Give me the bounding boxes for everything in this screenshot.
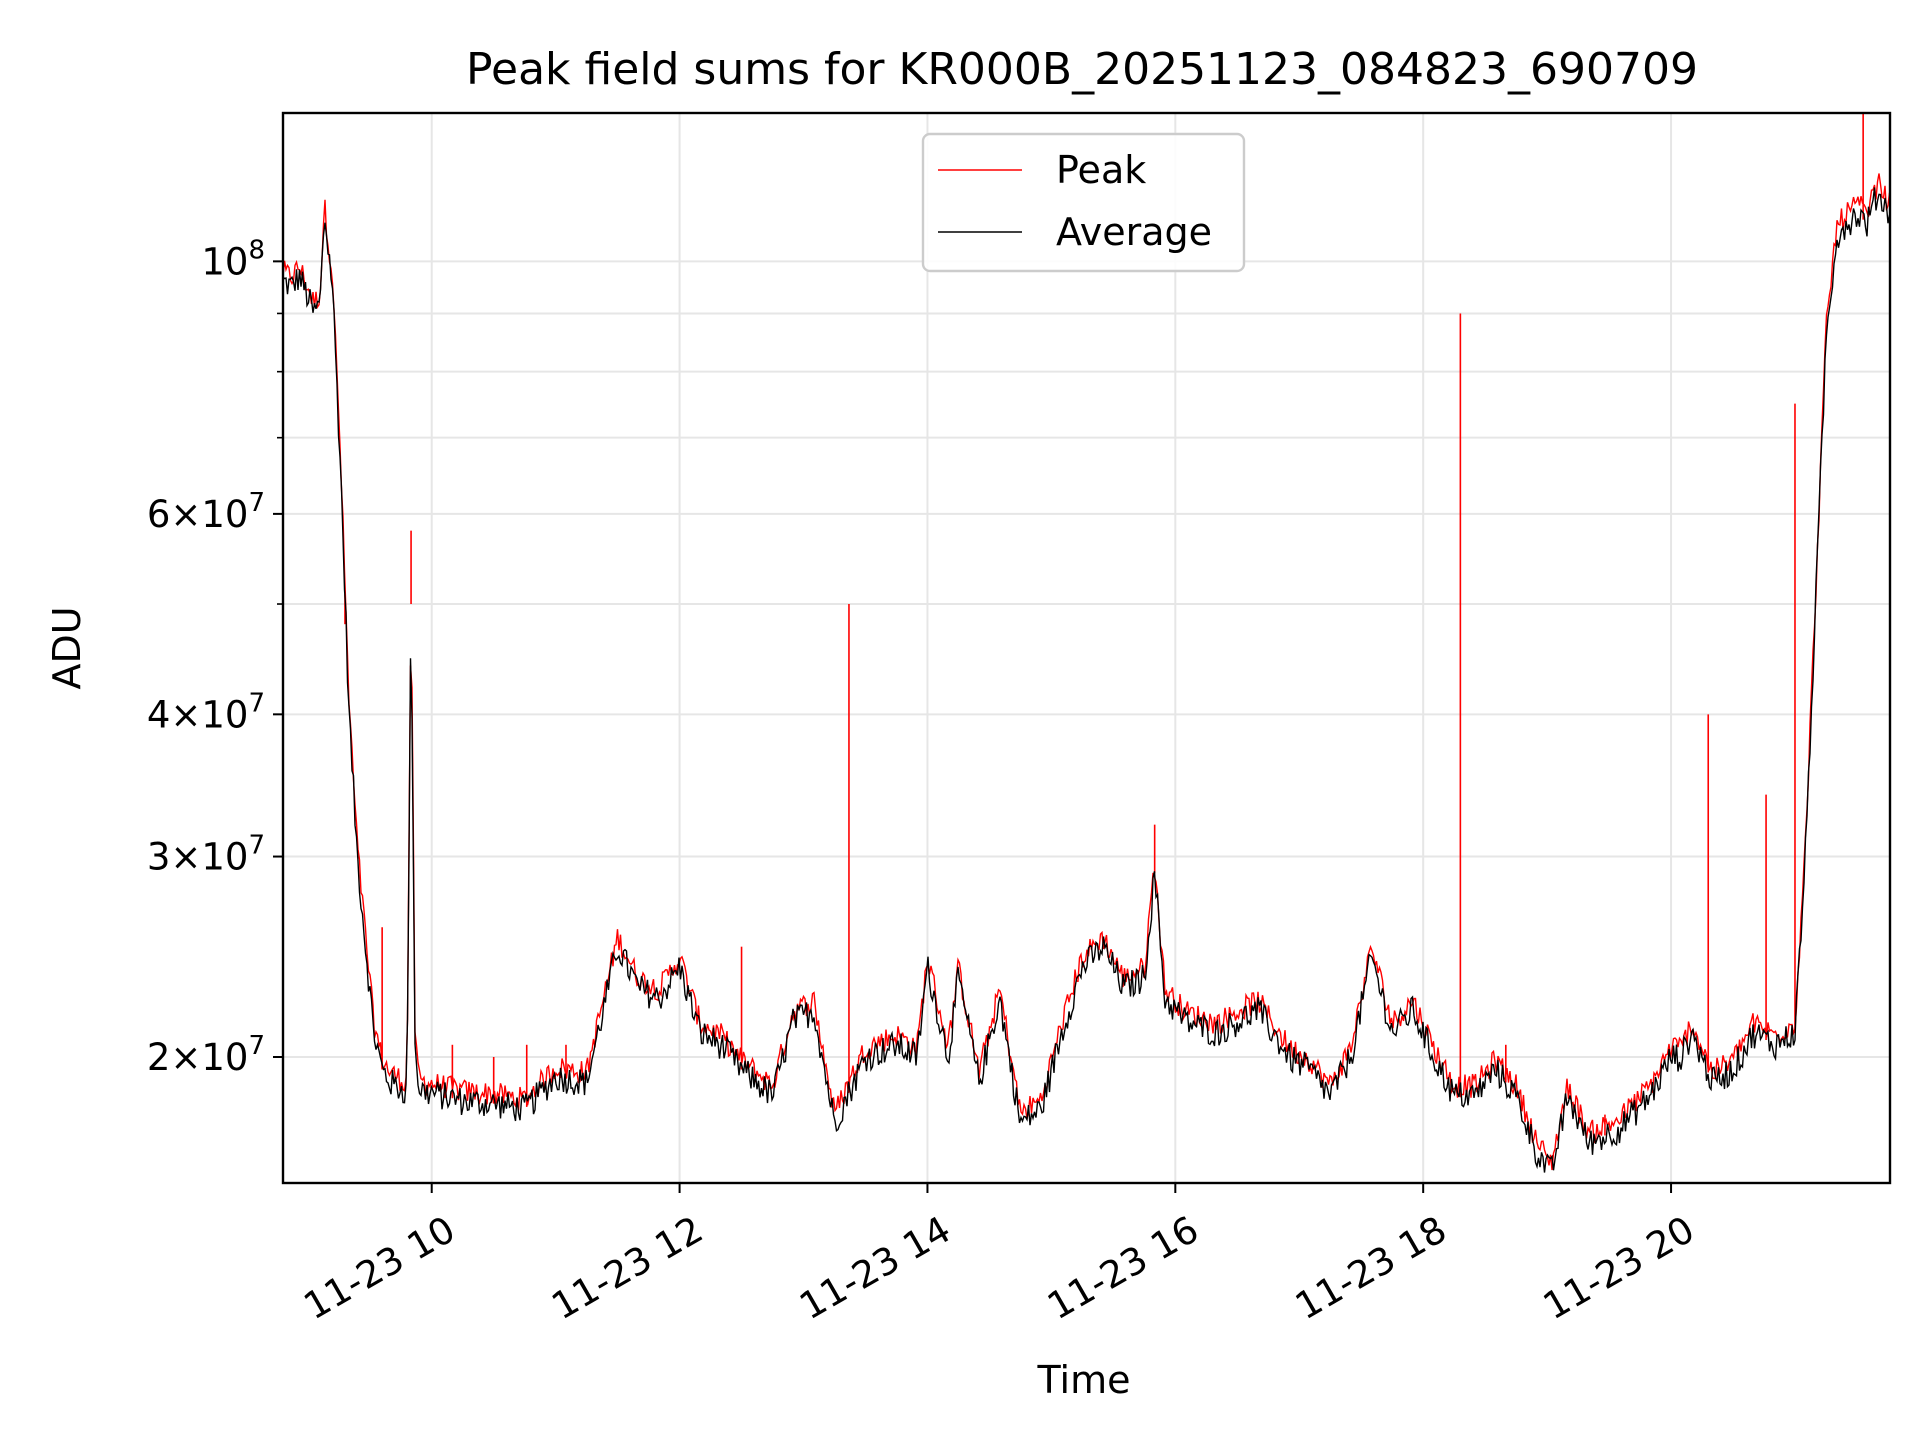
- y-axis-label: ADU: [45, 606, 89, 689]
- legend: Peak Average: [921, 132, 1246, 273]
- x-tick-label: 11-23 20: [1536, 1208, 1702, 1328]
- y-tick-label: 108: [201, 235, 265, 283]
- series-layer: [282, 113, 1891, 1173]
- grid-layer: [283, 113, 1890, 1183]
- x-tick-label: 11-23 16: [1040, 1208, 1206, 1328]
- x-axis-label: Time: [1037, 1358, 1131, 1402]
- legend-average-label: Average: [1056, 210, 1212, 254]
- tick-layer: 11-23 10 11-23 12 11-23 14 11-23 16 11-23 18…: [147, 235, 1702, 1328]
- y-tick-label: 6×107: [147, 488, 265, 536]
- chart-title: Peak field sums for KR000B_20251123_0848…: [466, 44, 1698, 95]
- legend-peak-label: Peak: [1056, 148, 1146, 192]
- legend-box: [921, 132, 1246, 273]
- x-tick-label: 11-23 12: [545, 1208, 711, 1328]
- series-average-line: [282, 187, 1891, 1173]
- series-peak-line: [282, 173, 1891, 1171]
- x-tick-label: 11-23 14: [792, 1208, 958, 1328]
- x-tick-label: 11-23 18: [1288, 1208, 1454, 1328]
- plot-frame: [281, 111, 1892, 1185]
- x-tick-label: 11-23 10: [297, 1208, 463, 1328]
- y-tick-label: 2×107: [147, 1031, 265, 1079]
- y-tick-label: 3×107: [147, 831, 265, 879]
- y-tick-label: 4×107: [147, 688, 265, 736]
